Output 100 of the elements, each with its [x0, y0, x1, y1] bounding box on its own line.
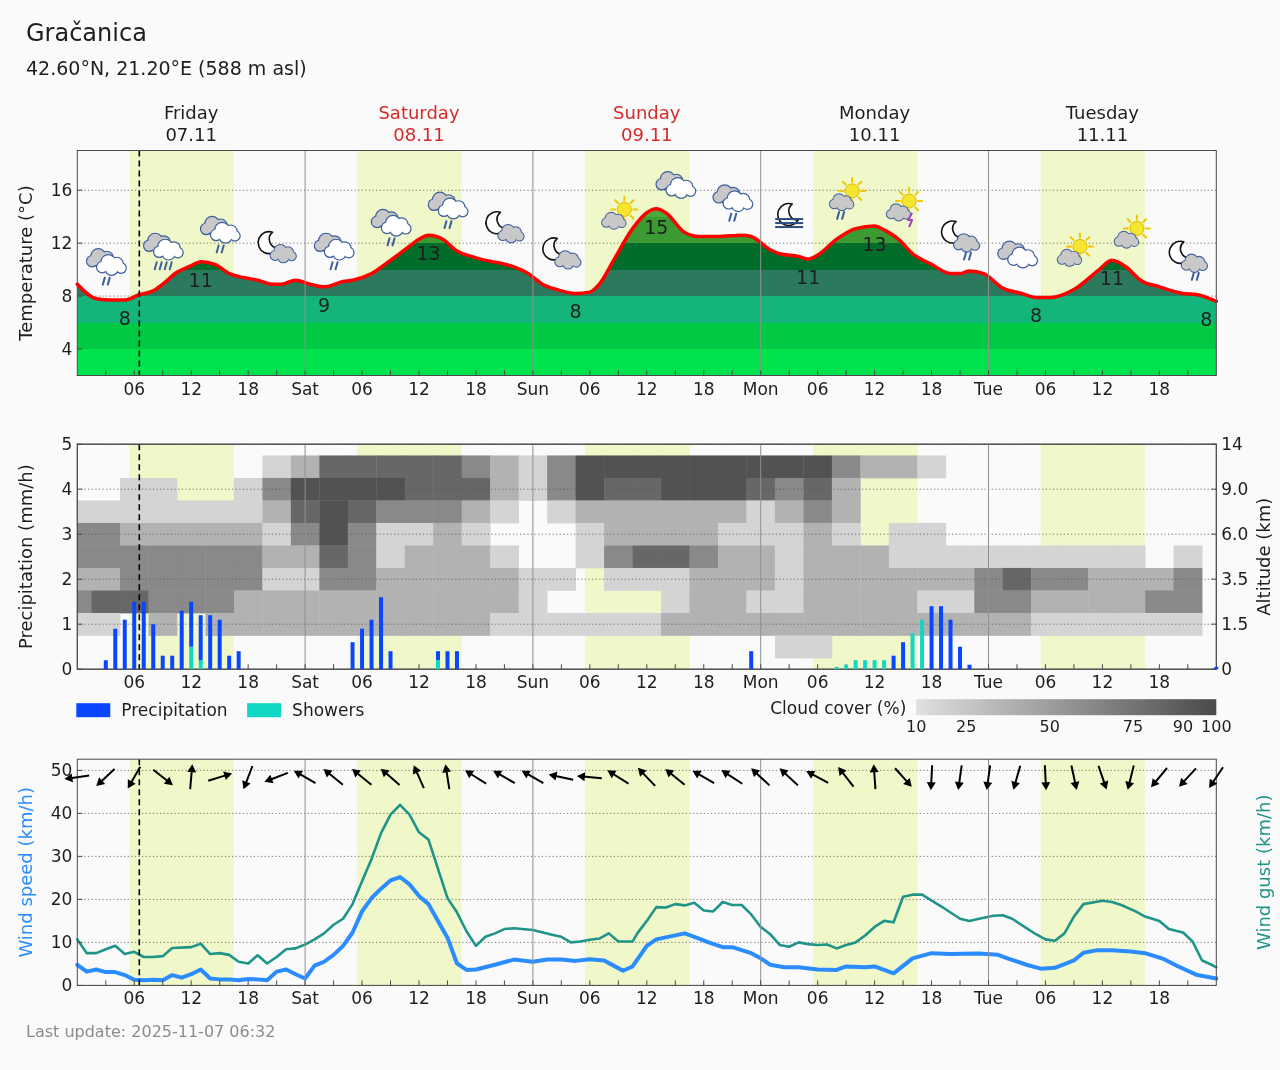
- x-tick-label: 12: [408, 378, 430, 399]
- x-tick-label: 12: [1091, 378, 1114, 399]
- bar: [170, 655, 175, 670]
- bar: [151, 624, 156, 670]
- bar: [189, 646, 194, 670]
- legend-label: Showers: [292, 700, 365, 721]
- bar: [910, 633, 915, 670]
- x-tick-label: Mon: [742, 378, 779, 399]
- x2-tick-label: Sunday 09.11: [613, 101, 681, 145]
- y-tick-label: 0: [61, 659, 73, 680]
- legend-label: Precipitation: [121, 700, 228, 721]
- y-tick-label: 1: [61, 614, 73, 635]
- bar: [891, 655, 896, 670]
- x-tick-label: 06: [1034, 988, 1057, 1009]
- y-axis-title: Wind speed (km/h): [14, 787, 36, 958]
- x-tick-label: 18: [920, 988, 943, 1009]
- line-series: [75, 875, 1219, 983]
- x-tick-label: 12: [180, 988, 203, 1009]
- x-tick-label: 06: [806, 378, 829, 399]
- x-tick-label: 18: [920, 672, 943, 693]
- x2-tick-label: Saturday 08.11: [378, 101, 460, 145]
- bar: [435, 660, 440, 670]
- y-tick-label: 6.0: [1221, 524, 1249, 545]
- x-tick-label: 06: [123, 378, 146, 399]
- x-tick-label: 12: [180, 378, 203, 399]
- bar: [236, 651, 241, 670]
- x-tick-label: Sun: [516, 672, 550, 693]
- data-label: 13: [416, 242, 441, 265]
- x-tick-label: 12: [863, 988, 886, 1009]
- x-tick-label: 18: [237, 988, 259, 1009]
- y-tick-label: 0: [61, 975, 73, 996]
- y-tick-label: 2: [61, 569, 73, 590]
- data-label: 11: [796, 266, 821, 289]
- x-tick-label: Sun: [516, 988, 550, 1009]
- y-axis-title: Precipitation (mm/h): [14, 464, 36, 650]
- x-tick-label: 18: [920, 378, 943, 399]
- y-tick-label: 14: [1221, 434, 1243, 455]
- x-tick-label: Mon: [742, 988, 779, 1009]
- x-tick-label: 18: [692, 378, 715, 399]
- bar: [939, 606, 944, 670]
- x-tick-label: 12: [1091, 672, 1114, 693]
- bar: [749, 651, 754, 670]
- bar: [360, 628, 365, 670]
- data-label: 8: [118, 307, 131, 330]
- y-tick-label: 16: [50, 180, 73, 201]
- bar: [217, 619, 222, 670]
- chart-title: Gračanica: [26, 19, 147, 47]
- y-tick-label: 30: [50, 846, 73, 867]
- x-tick-label: 06: [806, 988, 829, 1009]
- x-tick-label: 12: [408, 988, 430, 1009]
- data-label: 8: [1029, 304, 1043, 327]
- x-tick-label: Sat: [291, 672, 320, 693]
- x-tick-label: 18: [237, 378, 259, 399]
- x-tick-label: Tue: [972, 988, 1004, 1009]
- x-tick-label: 18: [465, 988, 487, 1009]
- y-tick-label: 50: [50, 760, 73, 781]
- x-tick-label: 18: [1148, 672, 1171, 693]
- x-tick-label: 18: [465, 672, 487, 693]
- x-tick-label: 18: [465, 378, 487, 399]
- y2-axis-title: Altitude (km): [1252, 497, 1274, 616]
- bar: [350, 642, 355, 670]
- bar: [122, 619, 127, 670]
- bar: [388, 651, 393, 670]
- chart-subtitle: 42.60°N, 21.20°E (588 m asl): [26, 57, 307, 79]
- bar: [435, 651, 440, 661]
- color-bar-label: 50: [1039, 716, 1060, 736]
- x-tick-label: 06: [1034, 378, 1057, 399]
- x-tick-label: 12: [635, 672, 658, 693]
- x-tick-label: 18: [692, 672, 715, 693]
- line-series: [76, 803, 1218, 969]
- bar: [198, 615, 203, 661]
- x-tick-label: Tue: [972, 672, 1004, 693]
- bar: [901, 642, 906, 670]
- x-tick-label: 18: [237, 672, 259, 693]
- x-tick-label: 12: [863, 378, 886, 399]
- y-tick-label: 5: [61, 434, 73, 455]
- x-tick-label: 06: [351, 378, 373, 399]
- color-bar-label: 100: [1201, 716, 1232, 736]
- x-tick-label: 12: [635, 378, 658, 399]
- y-tick-label: 4: [61, 479, 73, 500]
- y-tick-label: 1.5: [1221, 614, 1249, 635]
- y-tick-label: 12: [50, 233, 73, 254]
- bar: [882, 660, 887, 670]
- x-tick-label: 06: [579, 988, 601, 1009]
- bar: [863, 660, 868, 670]
- bar: [198, 660, 203, 670]
- y-tick-label: 20: [50, 889, 73, 910]
- color-bar-title: Cloud cover (%): [770, 698, 907, 719]
- data-label: 15: [644, 215, 669, 238]
- color-bar-label: 25: [956, 716, 977, 736]
- x-tick-label: 06: [579, 378, 601, 399]
- color-bar-label: 75: [1122, 716, 1144, 736]
- data-label: 8: [569, 300, 582, 323]
- x-tick-label: Sat: [291, 378, 320, 399]
- bar: [160, 655, 165, 670]
- x2-tick-label: Tuesday 11.11: [1064, 101, 1140, 145]
- y-tick-label: 8: [61, 286, 73, 307]
- x-tick-label: 12: [863, 672, 886, 693]
- bar: [445, 651, 450, 670]
- x-tick-label: Mon: [742, 672, 779, 693]
